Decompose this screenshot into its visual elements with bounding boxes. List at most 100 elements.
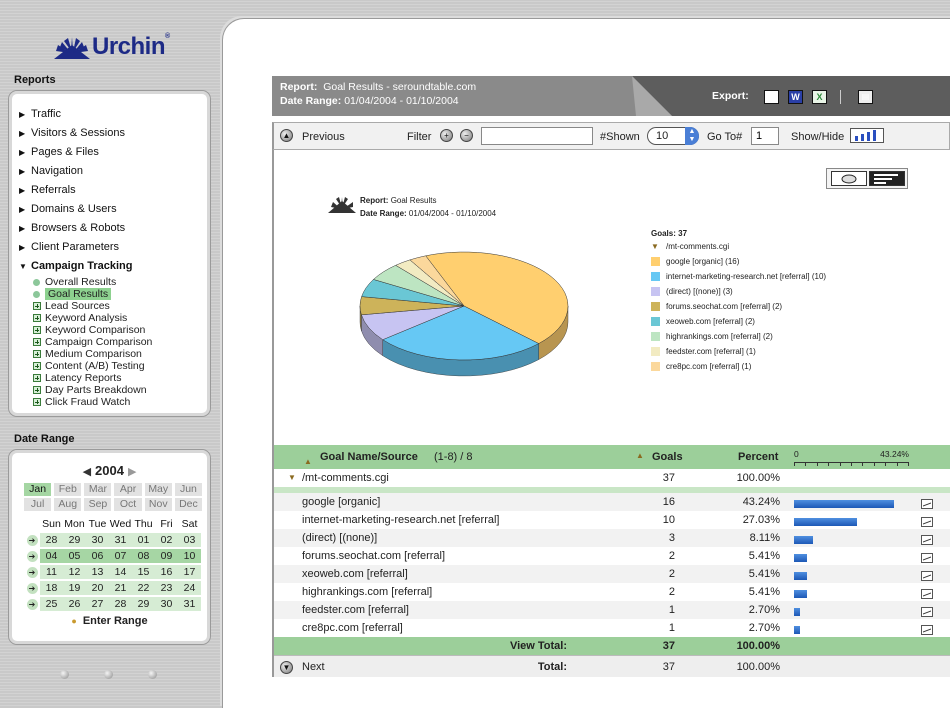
prev-year-icon[interactable]: ◀ — [82, 466, 92, 478]
select-week-icon[interactable]: ➔ — [26, 551, 38, 562]
month-apr[interactable]: Apr — [114, 483, 142, 496]
sub-latency-reports[interactable]: Latency Reports — [19, 372, 209, 384]
sub-click-fraud-watch[interactable]: Click Fraud Watch — [19, 396, 209, 408]
nav-browsers-robots[interactable]: ▶ Browsers & Robots — [19, 219, 209, 238]
col-percent-header[interactable]: Percent — [738, 451, 779, 463]
month-may[interactable]: May — [144, 483, 172, 496]
month-feb[interactable]: Feb — [54, 483, 82, 496]
shown-select[interactable]: 10 ▲ ▼ — [647, 127, 699, 145]
calendar-day[interactable]: 29 — [63, 533, 86, 547]
goal-source-name[interactable]: cre8pc.com [referral] — [302, 622, 403, 634]
sub-overall-results[interactable]: Overall Results — [19, 276, 209, 288]
calendar-day[interactable]: 28 — [40, 533, 63, 547]
goal-source-name[interactable]: forums.seochat.com [referral] — [302, 550, 446, 562]
sort-icon[interactable]: ▲ — [304, 457, 312, 466]
calendar-day[interactable]: 21 — [109, 581, 132, 595]
nav-campaign-tracking[interactable]: ▼ Campaign Tracking — [19, 257, 209, 276]
calendar-day[interactable]: 15 — [132, 565, 155, 579]
month-jun[interactable]: Jun — [174, 483, 202, 496]
export-word-icon[interactable]: W — [788, 90, 803, 104]
calendar-day[interactable]: 14 — [109, 565, 132, 579]
calendar-day[interactable]: 31 — [178, 597, 201, 611]
next-year-icon[interactable]: ▶ — [127, 466, 137, 478]
collapse-triangle-icon[interactable]: ▼ — [288, 473, 296, 482]
next-link[interactable]: Next — [302, 661, 325, 673]
calendar-day[interactable]: 19 — [63, 581, 86, 595]
month-aug[interactable]: Aug — [54, 498, 82, 511]
calendar-day[interactable]: 10 — [178, 549, 201, 563]
calendar-day[interactable]: 24 — [178, 581, 201, 595]
nav-client-parameters[interactable]: ▶ Client Parameters — [19, 238, 209, 257]
table-row[interactable]: (direct) [(none)] 3 8.11% — [274, 529, 950, 547]
calendar-day[interactable]: 05 — [63, 549, 86, 563]
calendar-day[interactable]: 06 — [86, 549, 109, 563]
calendar-day[interactable]: 13 — [86, 565, 109, 579]
nav-navigation[interactable]: ▶ Navigation — [19, 162, 209, 181]
calendar-day[interactable]: 20 — [86, 581, 109, 595]
select-week-icon[interactable]: ➔ — [26, 599, 38, 610]
select-week-icon[interactable]: ➔ — [26, 535, 38, 546]
month-mar[interactable]: Mar — [84, 483, 112, 496]
goal-source-name[interactable]: highrankings.com [referral] — [302, 586, 433, 598]
table-row[interactable]: highrankings.com [referral] 2 5.41% — [274, 583, 950, 601]
parent-row[interactable]: ▼ /mt-comments.cgi 37 100.00% — [274, 469, 950, 487]
goal-source-name[interactable]: internet-marketing-research.net [referra… — [302, 514, 500, 526]
sub-medium-comparison[interactable]: Medium Comparison — [19, 348, 209, 360]
showhide-columns-button[interactable] — [850, 128, 884, 143]
calendar-day[interactable]: 30 — [86, 533, 109, 547]
pie-view-button[interactable] — [831, 171, 867, 186]
next-arrow-icon[interactable]: ▼ — [280, 661, 293, 674]
filter-add-icon[interactable]: + — [440, 129, 453, 142]
month-sep[interactable]: Sep — [84, 498, 112, 511]
goto-input[interactable] — [751, 127, 779, 145]
calendar-day[interactable]: 27 — [86, 597, 109, 611]
export-excel-icon[interactable]: X — [812, 90, 827, 104]
calendar-day[interactable]: 16 — [155, 565, 178, 579]
previous-arrow-icon[interactable]: ▲ — [280, 129, 293, 142]
nav-traffic[interactable]: ▶ Traffic — [19, 105, 209, 124]
goal-source-name[interactable]: feedster.com [referral] — [302, 604, 409, 616]
calendar-day[interactable]: 01 — [132, 533, 155, 547]
calendar-day[interactable]: 07 — [109, 549, 132, 563]
sub-campaign-comparison[interactable]: Campaign Comparison — [19, 336, 209, 348]
nav-pages-files[interactable]: ▶ Pages & Files — [19, 143, 209, 162]
goal-source-name[interactable]: (direct) [(none)] — [302, 532, 378, 544]
select-week-icon[interactable]: ➔ — [26, 567, 38, 578]
col-goal-name-header[interactable]: Goal Name/Source — [320, 451, 418, 463]
calendar-day[interactable]: 17 — [178, 565, 201, 579]
calendar-day[interactable]: 08 — [132, 549, 155, 563]
month-nov[interactable]: Nov — [144, 498, 172, 511]
export-text-icon[interactable]: T — [764, 90, 779, 104]
table-row[interactable]: xeoweb.com [referral] 2 5.41% — [274, 565, 950, 583]
calendar-day[interactable]: 04 — [40, 549, 63, 563]
calendar-day[interactable]: 29 — [132, 597, 155, 611]
sub-goal-results[interactable]: Goal Results — [19, 288, 209, 300]
calendar-day[interactable]: 25 — [40, 597, 63, 611]
sub-keyword-comparison[interactable]: Keyword Comparison — [19, 324, 209, 336]
calendar-day[interactable]: 02 — [155, 533, 178, 547]
previous-link[interactable]: Previous — [302, 131, 345, 143]
month-dec[interactable]: Dec — [174, 498, 202, 511]
table-row[interactable]: feedster.com [referral] 1 2.70% — [274, 601, 950, 619]
sub-day-parts-breakdown[interactable]: Day Parts Breakdown — [19, 384, 209, 396]
filter-input[interactable] — [481, 127, 593, 145]
print-icon[interactable]: ▤ — [858, 90, 873, 104]
filter-remove-icon[interactable]: − — [460, 129, 473, 142]
table-row[interactable]: forums.seochat.com [referral] 2 5.41% — [274, 547, 950, 565]
goal-source-name[interactable]: xeoweb.com [referral] — [302, 568, 408, 580]
nav-referrals[interactable]: ▶ Referrals — [19, 181, 209, 200]
calendar-day[interactable]: 09 — [155, 549, 178, 563]
month-jan[interactable]: Jan — [24, 483, 52, 496]
table-row[interactable]: cre8pc.com [referral] 1 2.70% — [274, 619, 950, 637]
enter-range-link[interactable]: ● Enter Range — [9, 615, 210, 627]
goal-source-name[interactable]: google [organic] — [302, 496, 381, 508]
calendar-day[interactable]: 03 — [178, 533, 201, 547]
sub-lead-sources[interactable]: Lead Sources — [19, 300, 209, 312]
table-row[interactable]: google [organic] 16 43.24% — [274, 493, 950, 511]
table-row[interactable]: internet-marketing-research.net [referra… — [274, 511, 950, 529]
bar-view-button[interactable] — [869, 171, 905, 186]
sub-keyword-analysis[interactable]: Keyword Analysis — [19, 312, 209, 324]
calendar-day[interactable]: 22 — [132, 581, 155, 595]
calendar-day[interactable]: 26 — [63, 597, 86, 611]
calendar-day[interactable]: 23 — [155, 581, 178, 595]
